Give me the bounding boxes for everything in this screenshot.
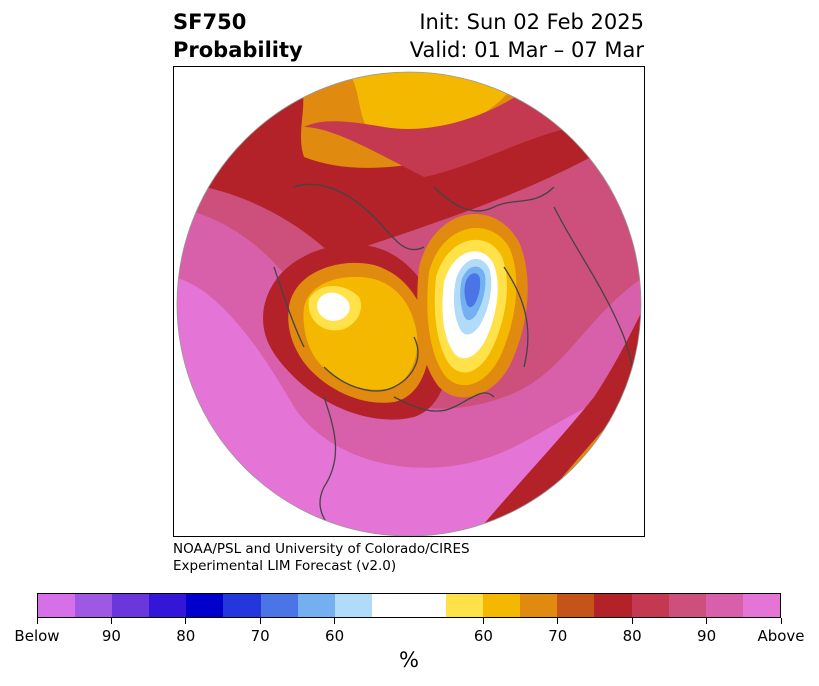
title-probability: Probability (173, 38, 303, 62)
valid-date: Valid: 01 Mar – 07 Mar (409, 38, 644, 62)
colorbar-tick-label: 70 (250, 627, 270, 645)
colorbar-segment (260, 594, 298, 617)
colorbar-tick-label: 60 (325, 627, 345, 645)
colorbar-segment (408, 594, 447, 617)
colorbar-segment (446, 594, 484, 617)
map-title: SF750 Probability (173, 8, 303, 64)
colorbar-segment (223, 594, 261, 617)
colorbar-unit: % (399, 648, 419, 672)
colorbar-tick-label: 80 (622, 627, 642, 645)
colorbar-segment (520, 594, 558, 617)
colorbar-segment (297, 594, 335, 617)
colorbar-segment (334, 594, 372, 617)
colorbar-segment (75, 594, 113, 617)
colorbar-tick (557, 618, 559, 624)
probability-field (177, 72, 641, 536)
colorbar (37, 593, 781, 618)
map-graphic (176, 71, 642, 536)
colorbar-tick (780, 618, 782, 624)
colorbar-segment (742, 594, 780, 617)
colorbar-tick (334, 618, 336, 624)
colorbar-tick (36, 618, 38, 624)
title-variable: SF750 (173, 10, 247, 34)
credit-line-1: NOAA/PSL and University of Colorado/CIRE… (173, 541, 470, 557)
colorbar-segment (38, 594, 76, 617)
colorbar-tick (631, 618, 633, 624)
colorbar-segment (705, 594, 743, 617)
credit-text: NOAA/PSL and University of Colorado/CIRE… (173, 541, 470, 575)
colorbar-tick-label: 60 (473, 627, 493, 645)
map-boundary (176, 71, 642, 536)
colorbar-tick-label: 90 (101, 627, 121, 645)
colorbar-segment (557, 594, 595, 617)
colorbar-tick-label: Below (14, 627, 60, 645)
colorbar-tick (706, 618, 708, 624)
colorbar-tick (185, 618, 187, 624)
colorbar-segment (631, 594, 669, 617)
colorbar-tick (259, 618, 261, 624)
init-date: Init: Sun 02 Feb 2025 (419, 10, 644, 34)
colorbar-segment (371, 594, 409, 617)
colorbar-segment (668, 594, 706, 617)
colorbar-tick-label: Above (757, 627, 805, 645)
colorbar-segment (112, 594, 150, 617)
polar-map (173, 66, 645, 537)
colorbar-tick (110, 618, 112, 624)
colorbar-tick-label: 90 (697, 627, 717, 645)
colorbar-tick (482, 618, 484, 624)
colorbar-segment (149, 594, 187, 617)
forecast-dates: Init: Sun 02 Feb 2025 Valid: 01 Mar – 07… (410, 8, 644, 64)
credit-line-2: Experimental LIM Forecast (v2.0) (173, 558, 397, 574)
colorbar-tick-label: 70 (548, 627, 568, 645)
colorbar-tick-label: 80 (176, 627, 196, 645)
colorbar-segment (594, 594, 632, 617)
colorbar-segment (186, 594, 224, 617)
colorbar-segment (483, 594, 521, 617)
